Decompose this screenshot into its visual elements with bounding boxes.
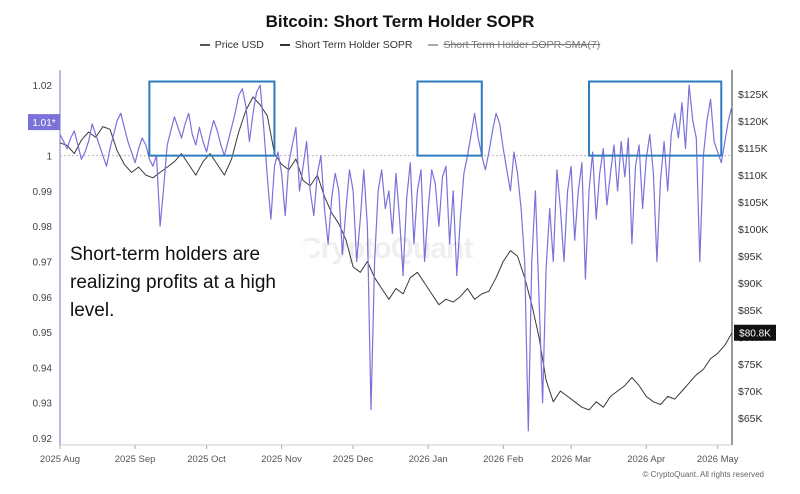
y-right-tick-label: $95K [738, 251, 763, 263]
legend-label-sopr-sma: Short Term Holder SOPR-SMA(7) [443, 39, 601, 51]
legend-swatch-sopr [279, 44, 290, 46]
y-left-tick-label: 0.92 [33, 434, 53, 445]
current-sopr-badge [28, 114, 60, 131]
y-right-tick-label: $70K [738, 386, 763, 398]
watermark: CryptoQuant [300, 232, 473, 265]
x-tick-label: 2026 Jan [409, 454, 448, 465]
legend-swatch-sopr-sma [428, 44, 439, 46]
y-right-tick-label: $85K [738, 305, 763, 317]
x-tick-label: 2026 Mar [551, 454, 591, 465]
price-usd-line[interactable] [59, 96, 733, 411]
legend-label-sopr: Short Term Holder SOPR [294, 39, 413, 51]
y-right-tick-label: $100K [738, 224, 768, 236]
y-left-tick-label: 0.93 [33, 399, 53, 410]
y-right-tick-label: $125K [738, 89, 768, 101]
y-left-tick-label: 0.98 [33, 222, 53, 233]
x-tick-label: 2025 Dec [333, 454, 374, 465]
highlight-box [416, 80, 483, 157]
x-tick-label: 2026 Apr [627, 454, 665, 465]
y-right-tick-label: $90K [738, 278, 763, 290]
legend-swatch-price [199, 44, 210, 46]
y-left-tick-label: 0.94 [33, 363, 53, 374]
chart-title: Bitcoin: Short Term Holder SOPR [265, 12, 535, 31]
legend-item-sopr[interactable]: Short Term Holder SOPR [279, 39, 413, 51]
y-left-tick-label: 0.95 [33, 328, 53, 339]
annotation-text: Short-term holders are realizing profits… [70, 241, 310, 325]
y-right-tick-label: $120K [738, 116, 768, 128]
y-right-tick-label: $105K [738, 197, 768, 209]
highlight-box [148, 80, 276, 157]
sopr-line[interactable] [59, 84, 733, 432]
x-tick-label: 2025 Nov [261, 454, 302, 465]
x-tick-label: 2025 Sep [115, 454, 156, 465]
y-right-tick-label: $75K [738, 359, 763, 371]
y-left-tick-label: 0.96 [33, 293, 53, 304]
y-left-tick-label: 0.97 [33, 258, 53, 269]
x-tick-label: 2026 May [697, 454, 739, 465]
legend-label-price: Price USD [214, 39, 264, 51]
legend-item-price[interactable]: Price USD [199, 39, 264, 51]
legend-item-sopr-sma[interactable]: Short Term Holder SOPR-SMA(7) [428, 39, 600, 51]
x-tick-label: 2025 Oct [187, 454, 226, 465]
y-left-tick-label: 1 [46, 152, 52, 163]
y-left-tick-label: 0.99 [33, 187, 53, 198]
x-tick-label: 2026 Feb [483, 454, 523, 465]
y-right-tick-label: $110K [738, 170, 768, 182]
y-right-tick-label: $65K [738, 413, 763, 425]
chart-legend: Price USD Short Term Holder SOPR Short T… [0, 39, 800, 51]
y-right-tick-label: $115K [738, 143, 768, 155]
current-sopr-label: 1.01* [32, 118, 55, 129]
current-price-badge [734, 324, 776, 341]
x-tick-label: 2025 Aug [40, 454, 80, 465]
highlight-box [588, 80, 723, 157]
current-price-label: $80.8K [739, 329, 771, 340]
y-left-tick-label: 1.02 [33, 81, 53, 92]
copyright-text: © CryptoQuant. All rights reserved [642, 470, 765, 479]
